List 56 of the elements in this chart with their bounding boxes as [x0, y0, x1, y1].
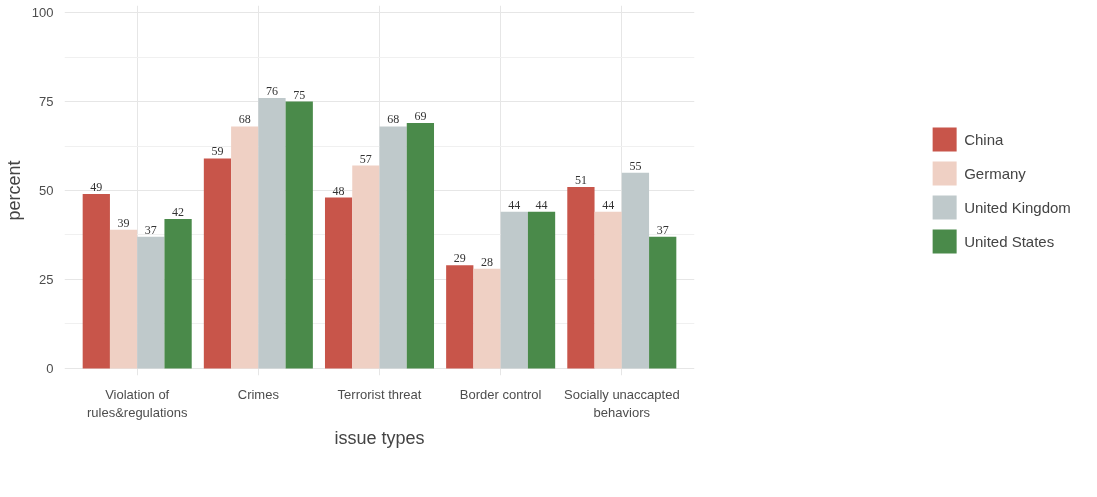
y-tick-label: 25: [39, 271, 54, 287]
data-label: 49: [90, 180, 103, 195]
legend-label: Germany: [964, 164, 1026, 182]
data-label: 42: [172, 204, 185, 219]
data-label: 44: [602, 197, 615, 212]
bar: [527, 211, 556, 369]
bar: [649, 236, 677, 369]
data-label: 51: [574, 172, 587, 187]
data-label: 29: [453, 251, 466, 266]
bar: [379, 126, 407, 369]
bar: [500, 211, 528, 369]
bar: [352, 165, 380, 369]
x-tick-label: Violation of rules&regulations: [86, 386, 188, 420]
legend-label: United States: [964, 232, 1055, 250]
x-tick-label: Socially unaccapted behaviors: [563, 386, 680, 420]
y-axis-title: percent: [3, 160, 24, 221]
bar: [137, 236, 165, 369]
bar: [109, 229, 138, 369]
y-tick-label: 0: [46, 360, 54, 376]
y-tick-label: 100: [31, 5, 54, 21]
data-label: 57: [359, 151, 372, 166]
bar: [82, 194, 110, 369]
y-tick-label: 75: [39, 94, 54, 110]
data-label: 28: [481, 254, 494, 269]
bar: [203, 158, 232, 369]
bar: [406, 122, 435, 369]
bar: [285, 101, 313, 369]
x-tick-label: Crimes: [237, 386, 280, 402]
data-label: 37: [144, 222, 157, 237]
bar: [621, 172, 650, 369]
bar: [231, 126, 259, 369]
y-tick-label: 50: [39, 183, 54, 198]
data-label: 44: [508, 197, 521, 212]
data-label: 75: [293, 87, 306, 102]
data-label: 44: [535, 197, 548, 212]
bar: [473, 268, 501, 369]
bar: [164, 218, 192, 369]
data-label: 37: [656, 222, 669, 237]
legend-label: China: [964, 130, 1004, 148]
data-label: 68: [387, 112, 400, 127]
x-axis-title: issue types: [334, 427, 425, 448]
legend-label: United Kingdom: [964, 198, 1071, 216]
data-label: 39: [117, 215, 130, 230]
bar: [567, 186, 595, 369]
data-label: 48: [332, 183, 345, 198]
data-label: 55: [629, 158, 642, 173]
bar: [324, 197, 353, 369]
data-label: 69: [414, 108, 427, 123]
bar: [594, 211, 622, 369]
data-label: 76: [265, 84, 278, 98]
x-tick-label: Terrorist threat: [337, 386, 422, 402]
x-tick-label: Border control: [459, 386, 542, 402]
bar: [446, 265, 474, 369]
data-label: 59: [211, 144, 224, 159]
bar: [258, 98, 286, 369]
data-label: 68: [238, 112, 251, 127]
